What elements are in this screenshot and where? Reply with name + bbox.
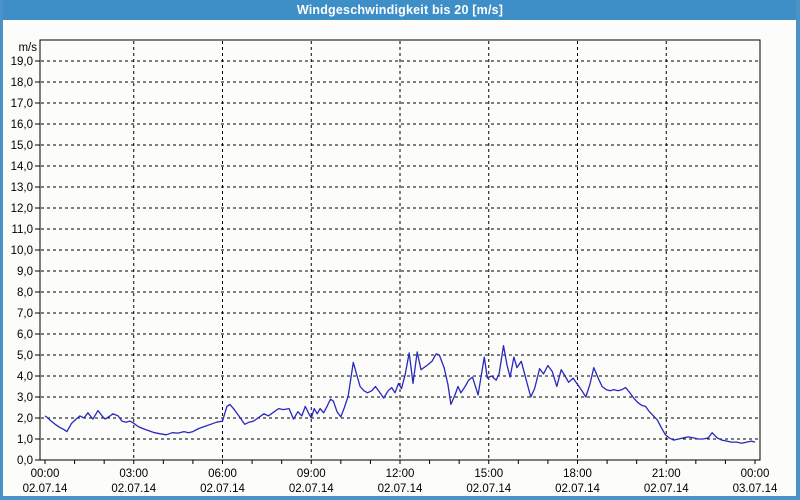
y-tick-label: 6,0 [17, 329, 33, 341]
x-tick-time-label: 21:00 [652, 468, 681, 480]
y-tick-label: 16,0 [11, 119, 33, 131]
y-tick-label: 1,0 [17, 434, 33, 446]
x-tick-date-label: 02.07.14 [200, 483, 245, 495]
y-tick-label: 12,0 [11, 203, 33, 215]
x-tick-date-label: 02.07.14 [466, 483, 511, 495]
y-tick-label: 8,0 [17, 287, 33, 299]
y-tick-label: 3,0 [17, 392, 33, 404]
x-tick-date-label: 02.07.14 [644, 483, 689, 495]
x-tick-time-label: 00:00 [31, 468, 60, 480]
x-tick-time-label: 00:00 [741, 468, 770, 480]
y-tick-label: 5,0 [17, 350, 33, 362]
y-tick-label: 14,0 [11, 161, 33, 173]
x-tick-date-label: 02.07.14 [555, 483, 600, 495]
y-tick-label: 4,0 [17, 371, 33, 383]
window-titlebar: Windgeschwindigkeit bis 20 [m/s] [0, 0, 800, 20]
y-tick-label: 18,0 [11, 77, 33, 89]
y-tick-label: 7,0 [17, 308, 33, 320]
x-tick-date-label: 02.07.14 [23, 483, 68, 495]
y-tick-label: 9,0 [17, 266, 33, 278]
y-tick-label: 13,0 [11, 182, 33, 194]
y-tick-label: 2,0 [17, 413, 33, 425]
x-tick-time-label: 06:00 [208, 468, 237, 480]
x-tick-time-label: 15:00 [474, 468, 503, 480]
wind-speed-line [44, 344, 756, 444]
axis-ticks [35, 60, 756, 464]
x-tick-time-label: 12:00 [386, 468, 415, 480]
y-tick-label: 19,0 [11, 56, 33, 68]
y-axis-unit-label: m/s [18, 42, 37, 54]
y-tick-label: 0,0 [17, 455, 33, 467]
gridlines [41, 41, 759, 459]
chart-title: Windgeschwindigkeit bis 20 [m/s] [296, 3, 504, 17]
y-axis-labels: 0,0 1,0 2,0 3,0 4,0 5,0 6,0 7,0 8,0 9,0 10,0 11,0 12… [11, 56, 33, 467]
x-tick-date-label: 02.07.14 [289, 483, 334, 495]
x-tick-time-label: 09:00 [297, 468, 326, 480]
x-axis-labels: 00:00 02.07.14 03:00 02.07.14 06:00 02.07.14 0… [23, 468, 778, 495]
x-tick-date-label: 03.07.14 [733, 483, 778, 495]
y-tick-label: 10,0 [11, 245, 33, 257]
x-tick-time-label: 03:00 [119, 468, 148, 480]
y-tick-label: 15,0 [11, 140, 33, 152]
y-tick-label: 17,0 [11, 98, 33, 110]
x-tick-date-label: 02.07.14 [378, 483, 423, 495]
x-tick-time-label: 18:00 [563, 468, 592, 480]
y-tick-label: 11,0 [11, 224, 33, 236]
x-tick-date-label: 02.07.14 [111, 483, 156, 495]
